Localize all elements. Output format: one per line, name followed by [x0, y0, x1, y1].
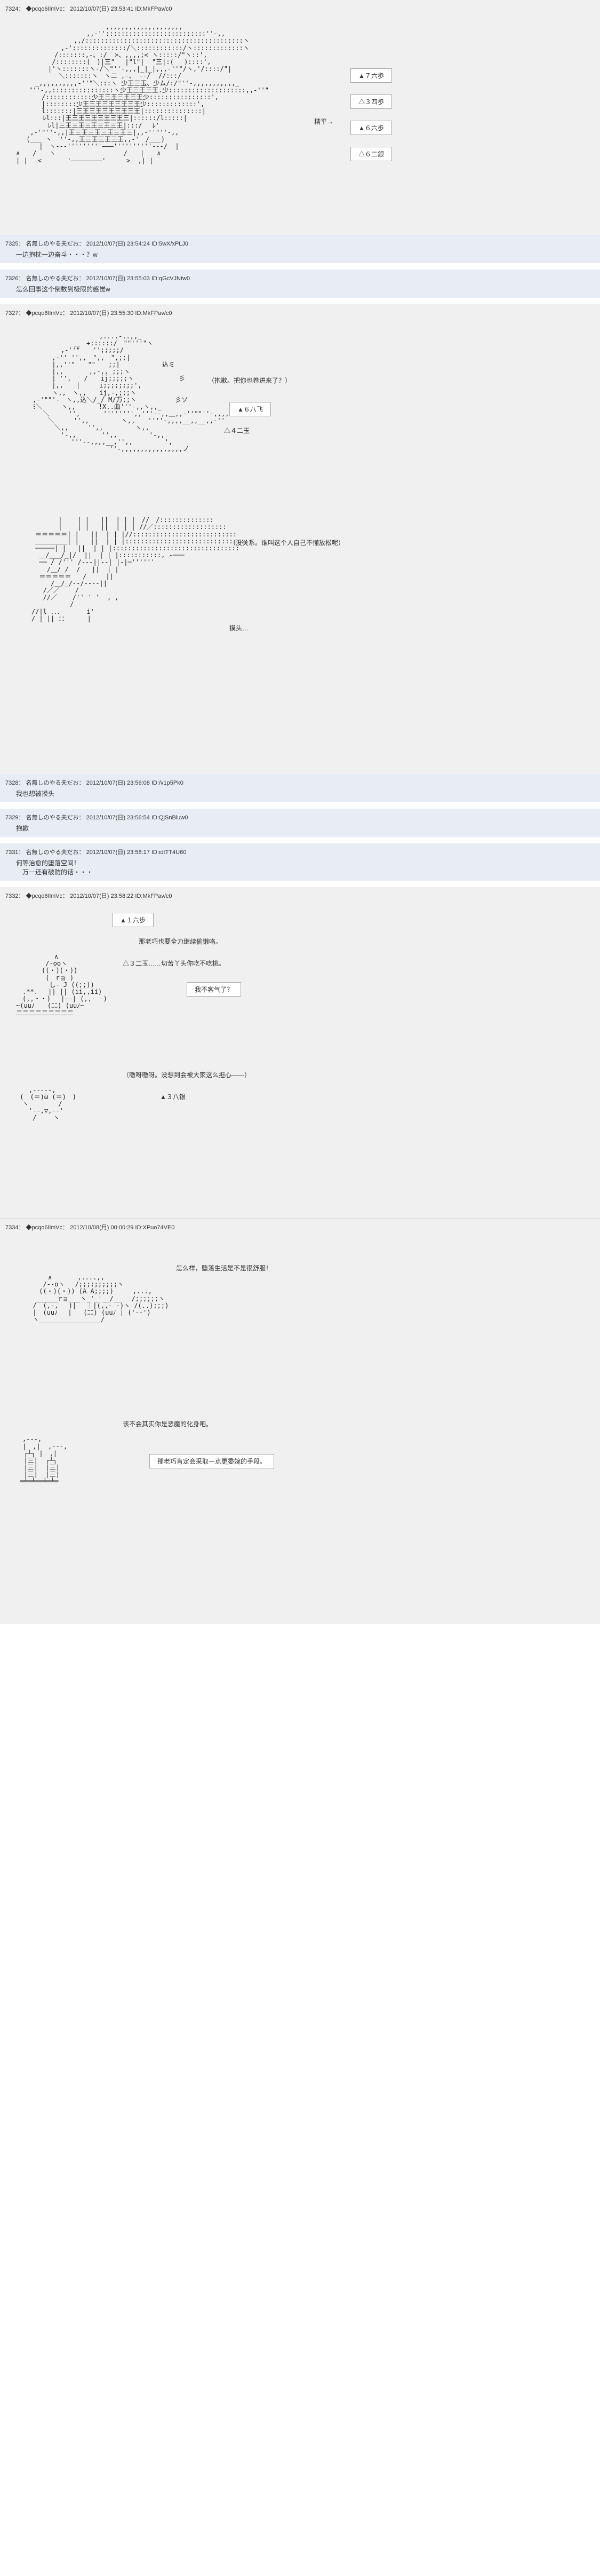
ascii-art: ,....-..,,_ ＿ +::::::/ ""'''"ヽ ,-''" '';… — [16, 333, 595, 453]
post-header: 7326： 名無しのやる夫だお： 2012/10/07(日) 23:55:03 … — [5, 274, 595, 282]
post-7332: 7332： ◆pcqo6IlmVc： 2012/10/07(日) 23:58:2… — [0, 887, 600, 1218]
shogi-moves: ▲７六歩 △３四歩 ▲６六歩 △６二銀 — [350, 66, 392, 163]
post-id: ID:5wX/xPLJ0 — [151, 241, 188, 247]
post-7328: 7328： 名無しのやる夫だお： 2012/10/07(日) 23:56:08 … — [0, 774, 600, 802]
post-id: ID:XPuo74VE0 — [135, 1224, 174, 1231]
post-id: ID:MkFPav/c0 — [135, 893, 172, 899]
move-box: ▲７六歩 — [350, 68, 392, 83]
post-header: 7329： 名無しのやる夫だお： 2012/10/07(日) 23:56:54 … — [5, 813, 595, 821]
ascii-art: | | | || | | | // /:::::::::::::: | | | … — [16, 517, 595, 622]
dialogue-text: （抱歉。把你也卷进来了？） — [208, 376, 291, 385]
post-7325: 7325： 名無しのやる夫だお： 2012/10/07(日) 23:54:24 … — [0, 235, 600, 263]
post-header: 7325： 名無しのやる夫だお： 2012/10/07(日) 23:54:24 … — [5, 239, 595, 248]
post-id: ID:qGcVJNtw0 — [151, 275, 190, 282]
post-name: 名無しのやる夫だお — [26, 815, 79, 821]
ascii-art: ,---, | ,| ,---, ┌┴┐ | ,| |三| ┌┴┐ |三| |三… — [16, 1436, 595, 1485]
move-box: ▲６六歩 — [350, 121, 392, 135]
post-date: 2012/10/07(日) 23:58:17 — [86, 849, 150, 856]
post-id: ID:MkFPav/c0 — [135, 6, 172, 12]
dialogue-text: 怎么样，堕落生活是不是很舒服！ — [176, 1263, 272, 1273]
post-7324: 7324： ◆pcqo6IlmVc： 2012/10/07(日) 23:53:4… — [0, 0, 600, 235]
post-header: 7331： 名無しのやる夫だお： 2012/10/07(日) 23:58:17 … — [5, 848, 595, 856]
small-label: 精平→ — [314, 117, 333, 126]
post-name: 名無しのやる夫だお — [26, 780, 79, 786]
post-text: 怎么回事这个倒数到极限的感觉w — [5, 285, 595, 294]
post-id: ID:idtTT4U60 — [151, 849, 186, 856]
post-text: 抱歉 — [5, 824, 595, 833]
post-name: ◆pcqo6IlmVc — [26, 1224, 62, 1231]
response-box: 那老巧肯定会采取一点更委婉的手段。 — [149, 1454, 274, 1468]
post-header: 7332： ◆pcqo6IlmVc： 2012/10/07(日) 23:58:2… — [5, 891, 595, 900]
post-date: 2012/10/07(日) 23:56:08 — [86, 780, 150, 786]
dialogue-text: （嗷呀嗷呀。没想到会被大家这么担心――） — [123, 1070, 595, 1079]
post-num: 7331 — [5, 849, 18, 856]
post-header: 7328： 名無しのやる夫だお： 2012/10/07(日) 23:56:08 … — [5, 778, 595, 787]
post-date: 2012/10/07(日) 23:56:54 — [86, 815, 150, 821]
dialogue: （没关系。谁叫这个人自己不懂放松呢） — [229, 538, 345, 547]
move-box: ▲６八飞 — [229, 402, 271, 416]
post-num: 7334 — [5, 1224, 18, 1231]
move-box: △３四歩 — [350, 94, 392, 109]
dialogue-text: △３二玉……切苦丫头你吃不吃桃。 — [123, 959, 225, 968]
move-text: ▲３八银 — [160, 1092, 186, 1101]
post-7331: 7331： 名無しのやる夫だお： 2012/10/07(日) 23:58:17 … — [0, 843, 600, 881]
post-num: 7332 — [5, 893, 18, 899]
post-date: 2012/10/07(日) 23:58:22 — [70, 893, 133, 899]
post-date: 2012/10/07(日) 23:55:30 — [70, 310, 133, 317]
post-name: ◆pcqo6IlmVc — [26, 6, 62, 12]
ascii-art: ,,,,,,,,,,,,,,,,,,,, ,,-''::::::::::::::… — [16, 23, 595, 164]
post-date: 2012/10/07(日) 23:53:41 — [70, 6, 133, 12]
post-name: ◆pcqo6IlmVc — [26, 310, 62, 317]
post-header: 7327： ◆pcqo6IlmVc： 2012/10/07(日) 23:55:3… — [5, 309, 595, 317]
post-num: 7328 — [5, 780, 18, 786]
post-id: ID:/v1p5Pk0 — [151, 780, 183, 786]
dialogue-text: 该不会其实你是恶魔的化身吧。 — [123, 1419, 595, 1428]
post-id: ID:QjSnBluw0 — [151, 815, 188, 821]
post-7334: 7334： ◆pcqo6IlmVc： 2012/10/08(月) 00:00:2… — [0, 1218, 600, 1624]
post-name: 名無しのやる夫だお — [26, 849, 79, 856]
dialogue-text: 那老巧也要全力继续偷懒咯。 — [139, 937, 595, 946]
move-text: △４二玉 — [224, 426, 291, 435]
post-date: 2012/10/07(日) 23:54:24 — [86, 241, 150, 247]
post-header: 7334： ◆pcqo6IlmVc： 2012/10/08(月) 00:00:2… — [5, 1223, 595, 1231]
post-name: ◆pcqo6IlmVc — [26, 893, 62, 899]
post-num: 7325 — [5, 241, 18, 247]
dialogue-text: （没关系。谁叫这个人自己不懂放松呢） — [229, 538, 345, 547]
post-date: 2012/10/07(日) 23:55:03 — [86, 275, 150, 282]
post-7329: 7329： 名無しのやる夫だお： 2012/10/07(日) 23:56:54 … — [0, 809, 600, 837]
response-box: 我不客气了？ — [187, 982, 241, 997]
post-num: 7326 — [5, 275, 18, 282]
post-date: 2012/10/08(月) 00:00:29 — [70, 1224, 133, 1231]
dialogue: （抱歉。把你也卷进来了？） ▲６八飞 △４二玉 — [208, 376, 291, 435]
post-num: 7329 — [5, 815, 18, 821]
action-label: 摸头… — [229, 623, 249, 633]
post-header: 7324： ◆pcqo6IlmVc： 2012/10/07(日) 23:53:4… — [5, 4, 595, 13]
post-name: 名無しのやる夫だお — [26, 275, 79, 282]
post-name: 名無しのやる夫だお — [26, 241, 79, 247]
post-text: 一边抱枕一边奋斗・・・？w — [5, 250, 595, 259]
post-num: 7324 — [5, 6, 18, 12]
ascii-art: ,-----, ( (＝)ω (＝) ) ヽ / '--,▽,--' / ヽ — [16, 1087, 595, 1122]
post-7327: 7327： ◆pcqo6IlmVc： 2012/10/07(日) 23:55:3… — [0, 304, 600, 774]
move-box: ▲１六歩 — [112, 913, 154, 927]
post-7326: 7326： 名無しのやる夫だお： 2012/10/07(日) 23:55:03 … — [0, 270, 600, 298]
move-box: △６二銀 — [350, 147, 392, 161]
post-text: 何等治愈的堕落空间！ 万一还有破防的话・・・ — [5, 858, 595, 876]
ascii-art: ∧ /-ooヽ ((・)(・)) ( rョ ) し- J ((;;)) .**.… — [16, 953, 595, 1017]
ascii-art: ∧ ,....,, /--oヽ /;;;;;;;;;;ヽ ((・)(・)) (A… — [16, 1274, 595, 1323]
post-id: ID:MkFPav/c0 — [135, 310, 172, 317]
post-text: 我也想被摸头 — [5, 789, 595, 798]
post-num: 7327 — [5, 310, 18, 317]
